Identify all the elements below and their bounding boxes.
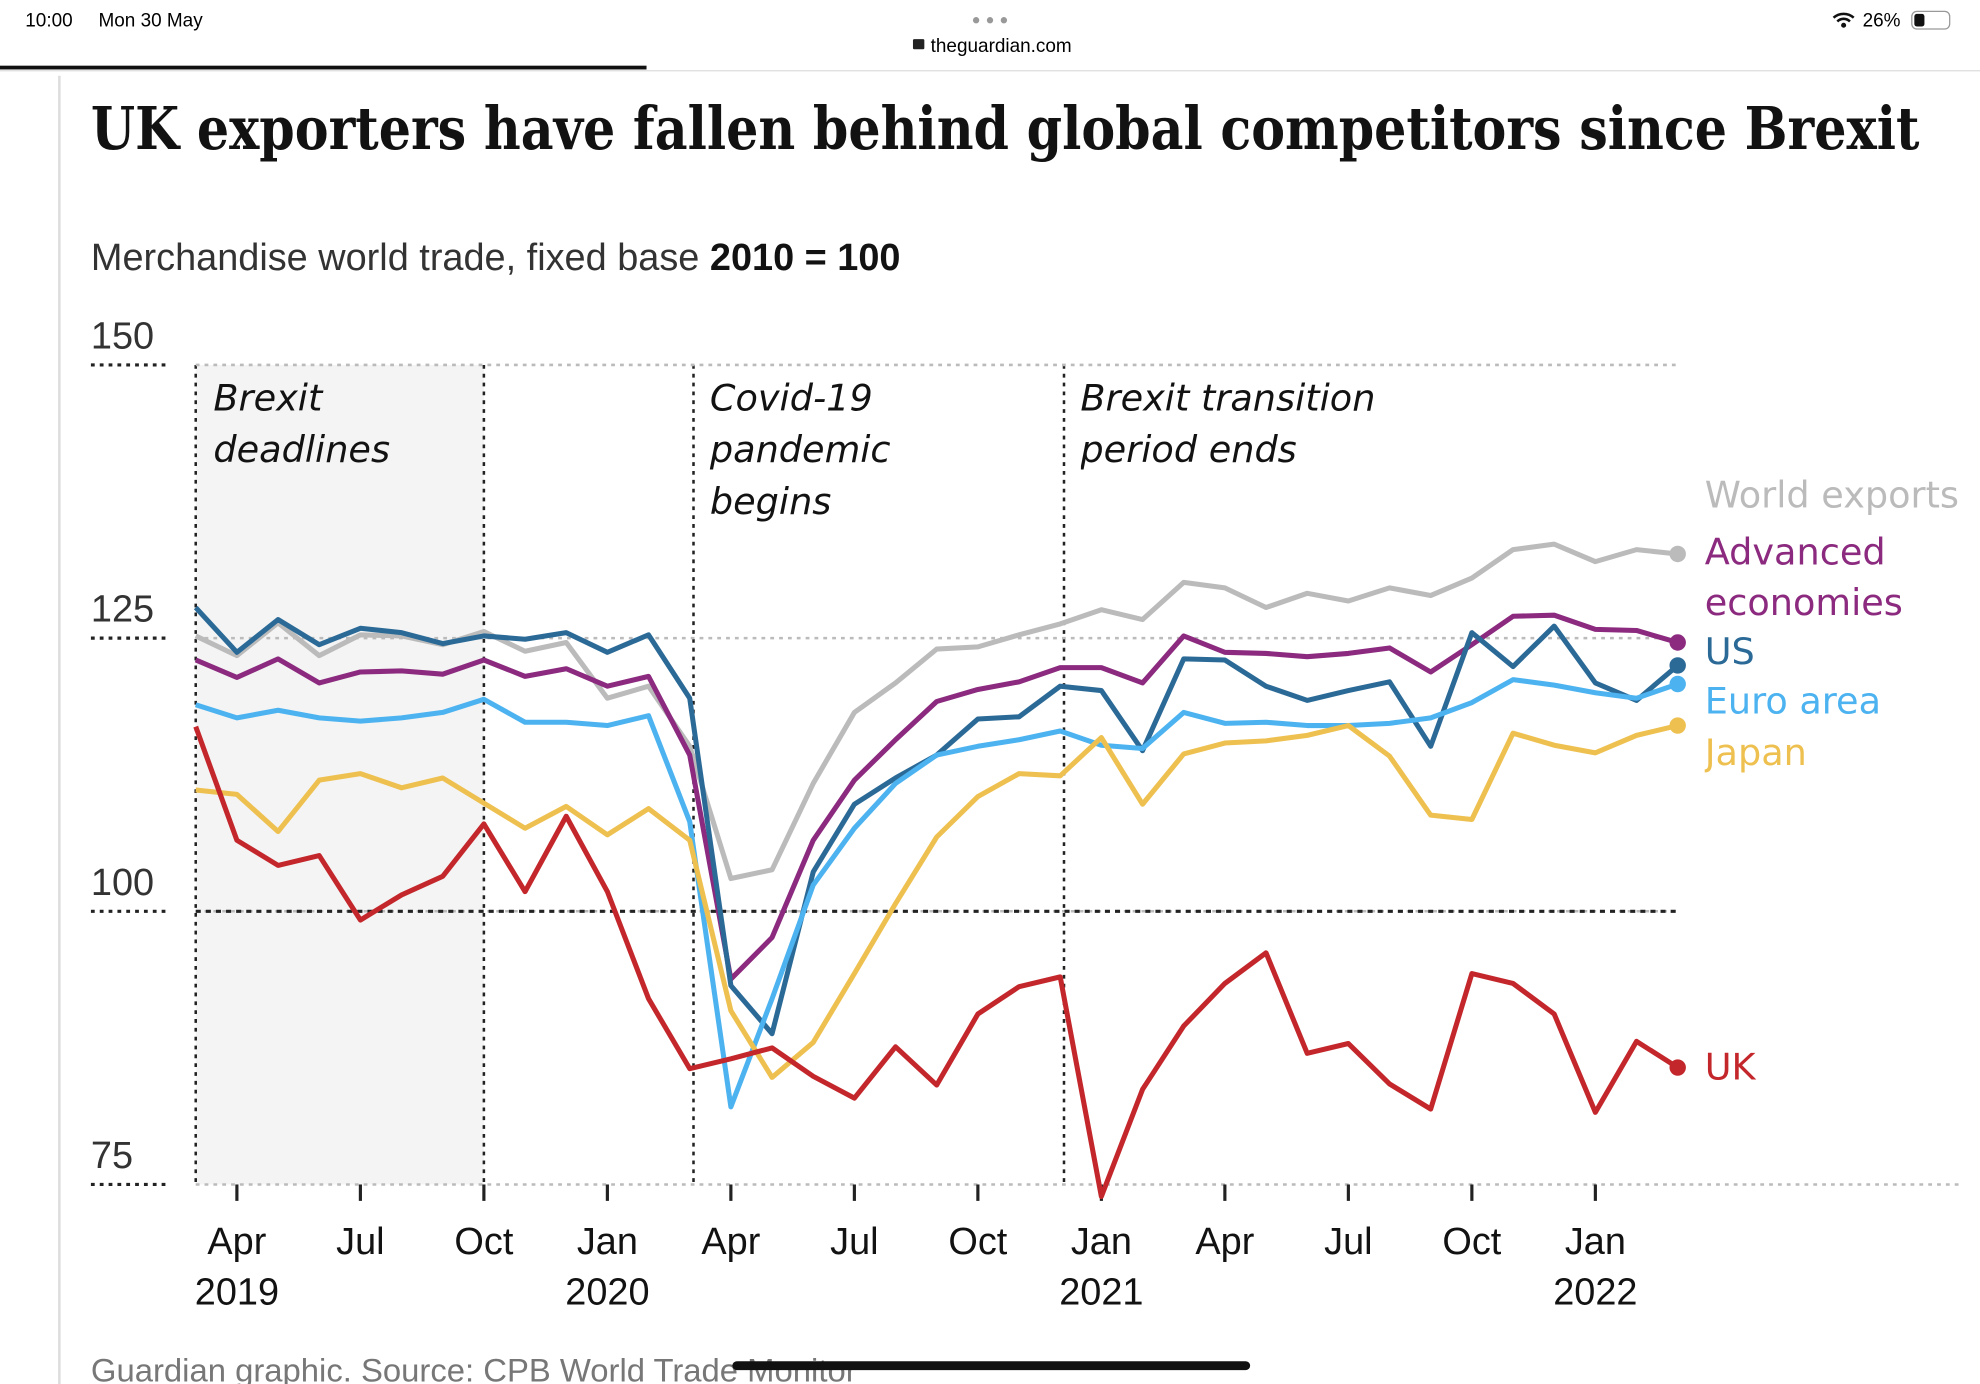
series-label: Euro area	[1704, 679, 1882, 723]
series-label: Japan	[1704, 731, 1807, 775]
x-tick-sublabel: 2021	[1059, 1271, 1143, 1313]
plot: Brexit deadlines Covid-19 pandemic begins…	[91, 316, 1964, 1313]
x-tick-sublabel: 2019	[195, 1271, 279, 1313]
x-tick-label: Apr	[701, 1221, 760, 1263]
event-label: Brexit transition period ends	[1080, 376, 1376, 472]
x-tick-label: Apr	[207, 1221, 266, 1263]
status-date: Mon 30 May	[98, 11, 203, 32]
end-dot	[1669, 675, 1686, 693]
battery-level	[1914, 13, 1925, 27]
y-tick-label: 100	[91, 862, 154, 904]
lock-icon	[912, 39, 925, 50]
shaded-period-label: Brexit deadlines	[213, 376, 391, 472]
x-tick-label: Jan	[1071, 1221, 1132, 1263]
source: Guardian graphic. Source: CPB World Trad…	[91, 1351, 857, 1384]
x-tick-sublabel: 2020	[565, 1271, 649, 1313]
end-dot	[1669, 545, 1686, 563]
wifi-dot	[1841, 22, 1847, 28]
end-dot	[1669, 717, 1686, 734]
end-dot	[1669, 634, 1686, 651]
series-label: Advanced economies	[1704, 530, 1903, 624]
wifi-icon	[1832, 12, 1855, 23]
event-label: Covid-19 pandemic begins	[709, 376, 891, 523]
status-time: 10:00	[25, 11, 72, 32]
shaded-period-label-box: Brexit deadlines	[213, 376, 391, 472]
end-dot	[1669, 1059, 1686, 1076]
x-tick-label: Oct	[1442, 1221, 1501, 1263]
event-label-box: Brexit transition period ends	[1080, 376, 1376, 472]
subtitle-emphasis: 2010 = 100	[710, 237, 901, 279]
series-line	[194, 612, 1679, 982]
battery-text: 26%	[1863, 11, 1901, 32]
x-tick-label: Oct	[454, 1221, 513, 1263]
y-tick-label: 150	[91, 316, 154, 358]
series-label-box: Euro area	[1704, 679, 1882, 723]
series-label: UK	[1704, 1045, 1756, 1089]
end-dot	[1669, 657, 1686, 674]
x-tick-label: Jul	[1324, 1221, 1372, 1263]
y-tick-label: 125	[91, 589, 154, 631]
load-progress	[0, 65, 647, 70]
x-tick-label: Jul	[336, 1221, 384, 1263]
x-tick-sublabel: 2022	[1553, 1271, 1637, 1313]
series-label: US	[1704, 630, 1755, 674]
series-label-box: UK	[1704, 1045, 1756, 1089]
series-line	[193, 725, 1680, 1200]
battery-icon	[1911, 10, 1951, 30]
event-label-box: Covid-19 pandemic begins	[709, 376, 891, 523]
series-line	[195, 723, 1679, 1080]
y-tick-label: 75	[91, 1135, 133, 1177]
status-bar	[0, 0, 1980, 71]
chart-title: UK exporters have fallen behind global c…	[91, 93, 1920, 163]
series-label-box: World exports	[1704, 473, 1960, 517]
series-label-box: Advanced economies	[1704, 530, 1903, 624]
url[interactable]: theguardian.com	[931, 36, 1072, 57]
series-line	[194, 677, 1679, 1110]
home-indicator[interactable]	[732, 1361, 1251, 1371]
x-tick-label: Jan	[1565, 1221, 1626, 1263]
series-label-box: Japan	[1704, 731, 1807, 775]
x-tick-label: Jan	[577, 1221, 638, 1263]
tab-dots[interactable]	[972, 17, 1008, 24]
chart-subtitle: Merchandise world trade, fixed base 2010…	[91, 237, 901, 279]
x-tick-label: Oct	[948, 1221, 1007, 1263]
series-label: World exports	[1704, 473, 1960, 517]
subtitle-text: Merchandise world trade, fixed base	[91, 237, 699, 279]
x-tick-label: Apr	[1195, 1221, 1254, 1263]
x-tick-label: Jul	[830, 1221, 878, 1263]
series-label-box: US	[1704, 630, 1755, 674]
